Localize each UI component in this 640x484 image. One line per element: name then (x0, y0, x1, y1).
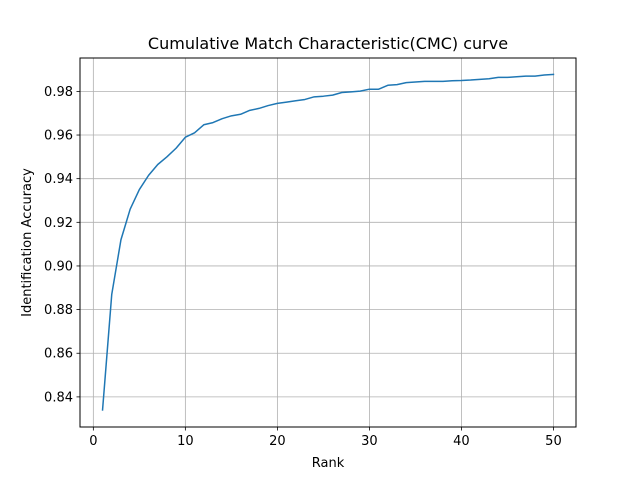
x-tick-label: 40 (453, 434, 470, 449)
y-tick-label: 0.90 (44, 259, 73, 274)
x-tick-label: 20 (269, 434, 286, 449)
y-tick-label: 0.84 (44, 390, 73, 405)
y-axis-label: Identification Accuracy (20, 168, 35, 317)
y-tick-label: 0.96 (44, 129, 73, 144)
x-tick-label: 0 (89, 434, 97, 449)
x-tick-label: 10 (177, 434, 194, 449)
y-tick-label: 0.92 (44, 216, 73, 231)
y-tick-label: 0.94 (44, 172, 73, 187)
y-tick-label: 0.86 (44, 347, 73, 362)
series-line (101, 73, 555, 411)
chart-title: Cumulative Match Characteristic(CMC) cur… (148, 34, 508, 53)
plot-frame (79, 57, 577, 428)
grid (80, 58, 576, 427)
x-axis-label: Rank (312, 456, 345, 471)
series-layer (101, 73, 555, 411)
x-axis-ticks: 0 10 20 30 40 50 (89, 427, 562, 449)
x-tick-label: 50 (545, 434, 562, 449)
x-tick-label: 30 (361, 434, 378, 449)
y-tick-label: 0.98 (44, 85, 73, 100)
y-axis-ticks: 0.84 0.86 0.88 0.90 0.92 0.94 0.96 0.98 (44, 85, 80, 405)
y-tick-label: 0.88 (44, 303, 73, 318)
